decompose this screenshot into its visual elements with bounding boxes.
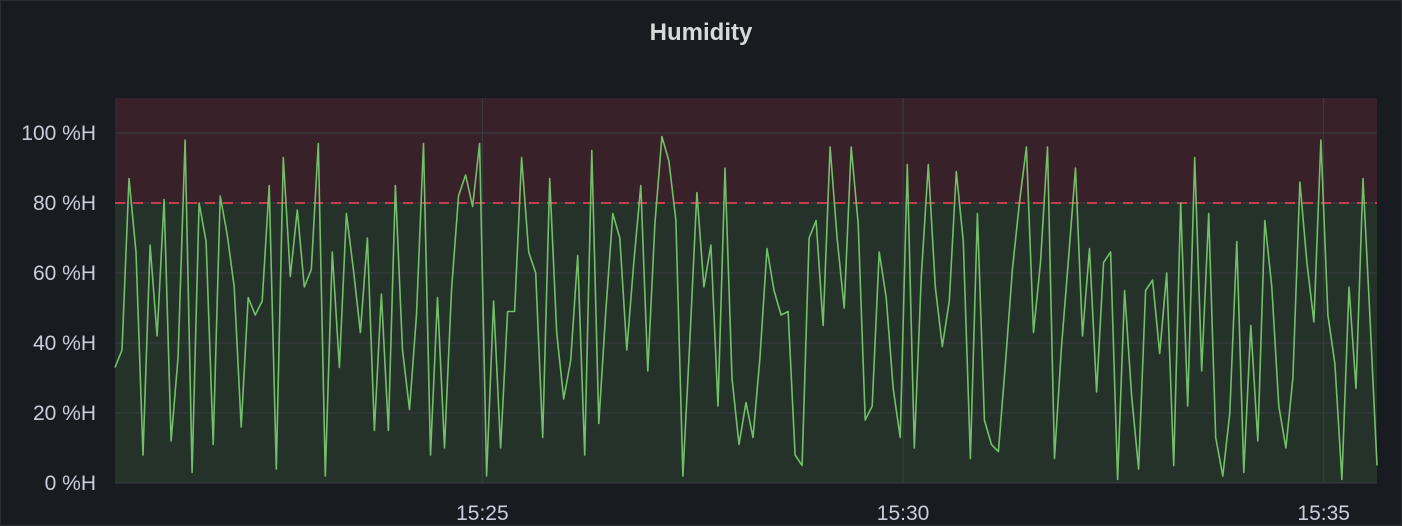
y-tick-label: 40 %H: [33, 332, 96, 355]
panel-title[interactable]: Humidity: [649, 19, 753, 46]
y-tick-label: 80 %H: [33, 192, 96, 215]
x-tick-label: 15:25: [456, 502, 509, 525]
y-tick-label: 100 %H: [21, 122, 96, 145]
y-tick-label: 0 %H: [45, 472, 96, 495]
humidity-series-line: [114, 135, 1378, 481]
x-tick-label: 15:30: [877, 502, 930, 525]
y-tick-label: 20 %H: [33, 402, 96, 425]
threshold-critical-region: [115, 98, 1377, 203]
x-tick-label: 15:35: [1297, 502, 1350, 525]
y-tick-label: 60 %H: [33, 262, 96, 285]
